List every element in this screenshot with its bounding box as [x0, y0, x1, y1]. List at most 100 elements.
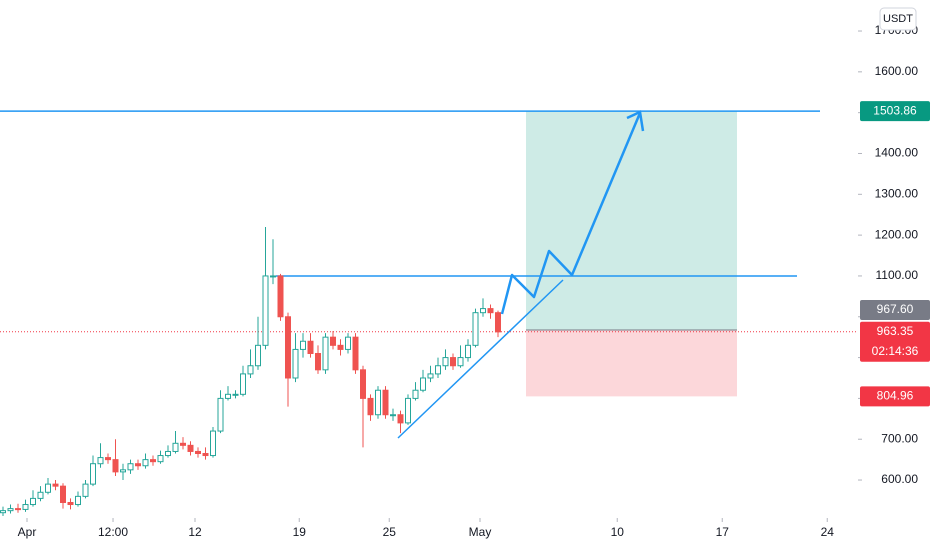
price-axis: 600.00700.00800.00900.001000.001100.0012…	[18, 23, 930, 539]
candle-body	[457, 357, 464, 367]
target-label: 1503.86	[873, 103, 917, 117]
candle-body	[30, 497, 36, 506]
candle-body	[165, 450, 171, 457]
candle-body	[337, 344, 344, 350]
candle-body	[15, 508, 21, 511]
candle-body	[82, 483, 89, 497]
x-tick-label: 24	[821, 525, 835, 539]
candle-body	[375, 389, 381, 416]
candle-body	[247, 365, 254, 375]
last-price-bg	[860, 321, 930, 362]
candle-body	[397, 414, 404, 424]
x-tick-label: 17	[716, 525, 730, 539]
last-price-label: 963.35	[877, 324, 914, 338]
candle-body	[300, 340, 306, 350]
stop-label: 804.96	[877, 389, 914, 403]
candle-body	[67, 501, 74, 506]
candle-body	[345, 336, 351, 350]
candle-body	[495, 312, 501, 333]
y-tick-label: 1600.00	[875, 64, 919, 78]
trend-line	[397, 279, 564, 439]
x-tick-label: 25	[383, 525, 397, 539]
candle-body	[322, 336, 329, 371]
candle-body	[292, 348, 299, 379]
candle-body	[37, 491, 44, 499]
candle-body	[450, 357, 456, 367]
y-tick-label: 1300.00	[875, 186, 919, 200]
drawings	[0, 110, 858, 397]
candle-body	[97, 457, 104, 465]
candle-body	[390, 414, 396, 417]
candle-body	[52, 483, 59, 487]
candle-body	[195, 450, 201, 455]
candle-body	[90, 463, 96, 485]
candle-body	[352, 336, 359, 371]
y-tick-label: 700.00	[881, 431, 918, 445]
candle-body	[187, 444, 194, 452]
candle-body	[217, 397, 224, 432]
candle-body	[105, 457, 111, 461]
candle-body	[225, 393, 231, 399]
loss-zone	[526, 329, 737, 397]
stop-label-bg	[860, 386, 930, 407]
candle-body	[270, 275, 276, 278]
candle-body	[315, 352, 321, 371]
y-tick-label: 1400.00	[875, 146, 919, 160]
candle-body	[172, 442, 179, 452]
entry-label: 967.60	[877, 302, 914, 316]
x-tick-label: 10	[611, 525, 625, 539]
candle-body	[382, 389, 389, 416]
candle-body	[75, 495, 81, 506]
x-tick-label: 12	[188, 525, 202, 539]
candle-body	[405, 397, 411, 424]
y-tick-label: 600.00	[881, 472, 918, 486]
candle-body	[45, 483, 51, 493]
countdown: 02:14:36	[872, 344, 919, 358]
currency-badge	[879, 7, 917, 31]
forecast-arrow	[500, 112, 642, 315]
candle-body	[435, 365, 441, 375]
candles	[0, 226, 501, 516]
arrow-head	[626, 110, 645, 132]
candle-body	[480, 308, 486, 314]
x-tick-label: May	[469, 525, 492, 539]
candle-body	[240, 373, 246, 395]
y-tick-label: 1100.00	[876, 268, 919, 282]
candle-body	[262, 275, 269, 346]
x-tick-label: 19	[293, 525, 307, 539]
candle-body	[210, 430, 216, 457]
candle-body	[442, 357, 449, 367]
candle-body	[150, 459, 156, 463]
candle-body	[157, 455, 164, 463]
candle-body	[0, 510, 6, 514]
candle-body	[112, 459, 119, 473]
profit-zone	[526, 111, 737, 330]
candle-body	[232, 393, 239, 396]
candle-body	[202, 453, 209, 457]
x-tick-label: 12:00	[98, 525, 128, 539]
target-label-bg	[860, 101, 930, 122]
x-tick-label: Apr	[18, 525, 37, 539]
candle-body	[255, 344, 261, 367]
entry-label-bg	[860, 299, 930, 320]
candle-body	[360, 369, 366, 399]
candle-body	[420, 377, 426, 391]
candle-body	[427, 373, 434, 379]
candle-body	[465, 344, 471, 359]
candle-body	[330, 336, 336, 346]
candle-body	[487, 308, 494, 314]
candle-body	[142, 459, 149, 467]
candle-body	[7, 508, 14, 512]
candle-body	[180, 442, 186, 446]
candle-body	[307, 340, 314, 354]
candle-body	[22, 504, 29, 510]
candle-body	[277, 275, 284, 318]
y-tick-label: 1200.00	[875, 227, 919, 241]
candle-body	[367, 397, 374, 416]
candle-body	[60, 485, 66, 503]
candle-body	[135, 463, 141, 467]
candle-body	[120, 469, 126, 473]
currency: USDT	[883, 13, 913, 25]
